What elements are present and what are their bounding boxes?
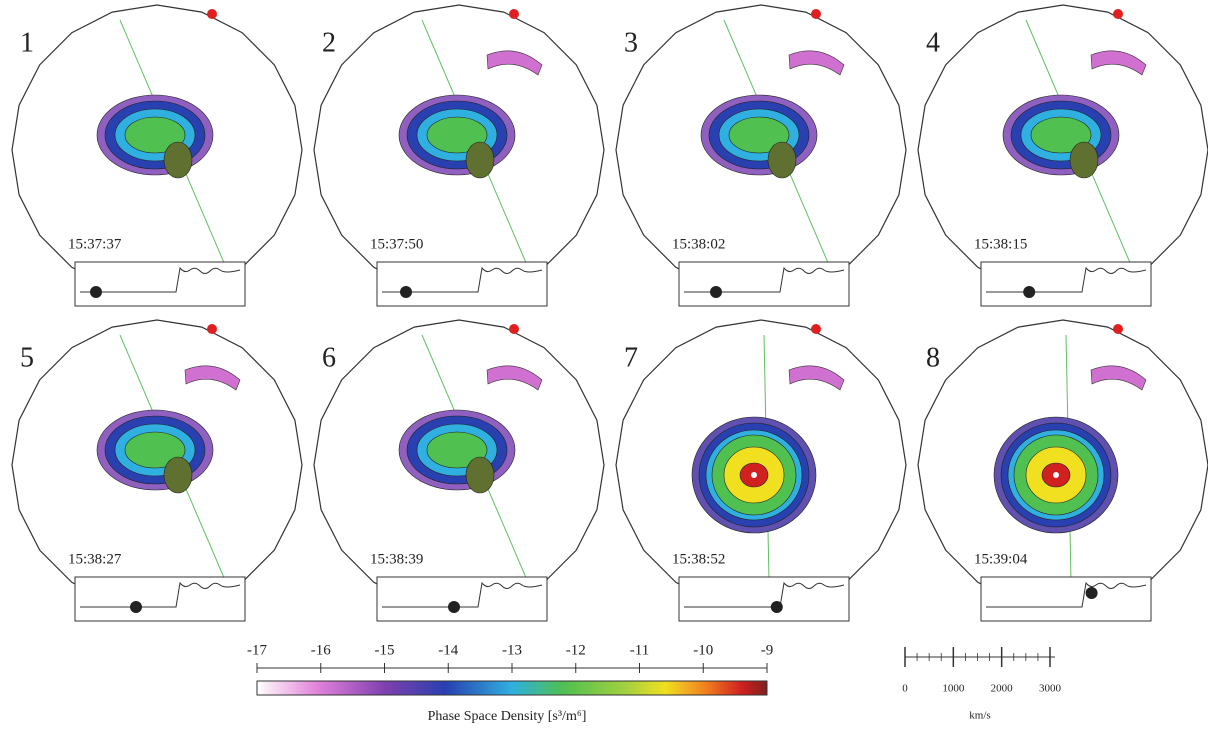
panel-number: 8 — [926, 342, 940, 373]
density-core — [164, 457, 192, 493]
beam-fragment — [1091, 51, 1146, 75]
inset-marker — [448, 601, 460, 613]
colorbar-tick-label: -9 — [761, 642, 774, 658]
colorbar-tick-label: -11 — [630, 642, 649, 658]
panel-number: 6 — [322, 342, 336, 373]
panel-time: 15:38:02 — [672, 236, 725, 252]
panel: 3 15:38:02 — [616, 5, 906, 306]
sun-marker — [1113, 9, 1123, 19]
panel: 7 15:38:52 — [616, 320, 906, 621]
density-peak — [1053, 472, 1059, 478]
panel-number: 3 — [624, 27, 638, 58]
colorbar-tick-label: -13 — [502, 642, 522, 658]
panel-number: 1 — [20, 27, 34, 58]
colorbar-tick-label: -16 — [311, 642, 331, 658]
beam-fragment — [1091, 366, 1146, 390]
inset — [981, 577, 1151, 621]
colorbar-label: Phase Space Density [s³/m⁶] — [428, 709, 587, 724]
colorbar-tick-label: -14 — [438, 642, 458, 658]
sun-marker — [1113, 324, 1123, 334]
inset — [377, 577, 547, 621]
panel-time: 15:37:50 — [370, 236, 423, 252]
sun-marker — [509, 9, 519, 19]
beam-fragment — [789, 51, 844, 75]
inset-marker — [1086, 587, 1098, 599]
panel-time: 15:38:15 — [974, 236, 1027, 252]
panel-number: 2 — [322, 27, 336, 58]
scale-tick-label: 2000 — [991, 683, 1014, 695]
inset-marker — [1023, 286, 1035, 298]
sun-marker — [811, 324, 821, 334]
panel-time: 15:38:52 — [672, 551, 725, 567]
density-core — [164, 142, 192, 178]
colorbar-tick-label: -15 — [375, 642, 395, 658]
scale-tick-label: 3000 — [1039, 683, 1062, 695]
density-peak — [751, 472, 757, 478]
inset-marker — [400, 286, 412, 298]
panel: 1 15:37:37 — [12, 5, 302, 306]
beam-fragment — [789, 366, 844, 390]
inset — [679, 262, 849, 306]
inset — [75, 262, 245, 306]
beam-fragment — [487, 51, 542, 75]
sun-marker — [811, 9, 821, 19]
panel-number: 4 — [926, 27, 940, 58]
density-core — [1070, 142, 1098, 178]
sun-marker — [207, 9, 217, 19]
panel-time: 15:38:39 — [370, 551, 423, 567]
inset — [981, 262, 1151, 306]
panel: 8 15:39:04 — [918, 320, 1208, 621]
panel: 4 15:38:15 — [918, 5, 1208, 306]
beam-fragment — [487, 366, 542, 390]
beam-fragment — [185, 366, 240, 390]
colorbar-tick-label: -17 — [247, 642, 267, 658]
inset-marker — [90, 286, 102, 298]
density-core — [768, 142, 796, 178]
colorbar — [257, 681, 767, 695]
inset-marker — [710, 286, 722, 298]
density-core — [466, 142, 494, 178]
scale-tick-label: 0 — [902, 683, 908, 695]
colorbar-tick-label: -12 — [566, 642, 586, 658]
density-core — [466, 457, 494, 493]
colorbar-tick-label: -10 — [693, 642, 713, 658]
panel-time: 15:39:04 — [974, 551, 1028, 567]
panel-number: 5 — [20, 342, 34, 373]
panel-time: 15:37:37 — [68, 236, 122, 252]
panel-number: 7 — [624, 342, 638, 373]
figure: Phase Space Density [s³/m⁶] km/s 1 15:37:… — [0, 0, 1208, 729]
panel: 6 15:38:39 — [314, 320, 604, 621]
scale-tick-label: 1000 — [942, 683, 965, 695]
sun-marker — [207, 324, 217, 334]
panel: 5 15:38:27 — [12, 320, 302, 621]
scale-unit: km/s — [969, 710, 990, 722]
panel: 2 15:37:50 — [314, 5, 604, 306]
inset — [679, 577, 849, 621]
inset — [75, 577, 245, 621]
panel-time: 15:38:27 — [68, 551, 122, 567]
inset — [377, 262, 547, 306]
sun-marker — [509, 324, 519, 334]
inset-marker — [771, 601, 783, 613]
inset-marker — [130, 601, 142, 613]
